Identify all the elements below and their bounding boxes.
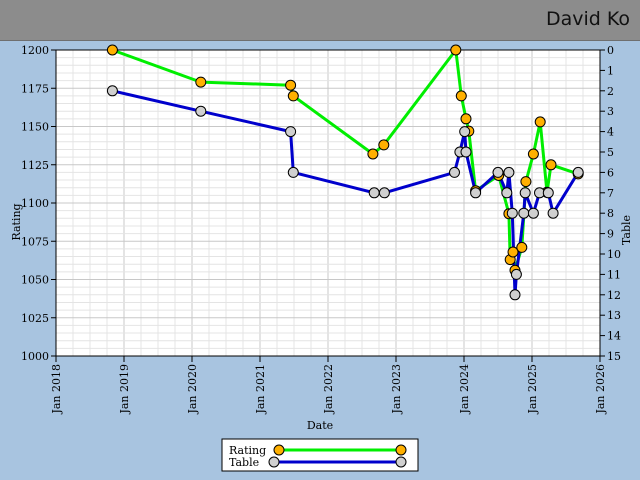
y2-tick-label: 2 — [607, 85, 614, 98]
header-bar: David Ko — [0, 0, 640, 41]
y-tick-label: 1175 — [21, 82, 49, 95]
x-tick-label: Jan 2021 — [254, 364, 267, 415]
data-point-table — [518, 207, 530, 219]
y2-tick-label: 1 — [607, 64, 614, 77]
legend-label-table: Table — [229, 456, 259, 469]
data-point-table — [287, 166, 299, 178]
data-point-table — [510, 268, 522, 280]
x-tick-label: Jan 2026 — [594, 364, 607, 415]
y-tick-label: 1050 — [21, 274, 49, 287]
x-tick-label: Jan 2025 — [526, 364, 539, 415]
y2-tick-label: 15 — [607, 350, 621, 363]
data-point-table — [506, 207, 518, 219]
data-point-table — [368, 187, 380, 199]
data-point-rating — [367, 148, 379, 160]
data-point-table — [285, 126, 297, 138]
data-point-rating — [527, 148, 539, 160]
data-point-rating — [450, 44, 462, 56]
data-point-table — [195, 105, 207, 117]
y-tick-label: 1200 — [21, 44, 49, 57]
y-tick-label: 1000 — [21, 350, 49, 363]
y2-tick-label: 8 — [607, 207, 614, 220]
y2-axis-label: Table — [620, 215, 633, 245]
legend-marker-rating — [395, 444, 407, 456]
y2-tick-label: 9 — [607, 228, 614, 241]
data-point-rating — [520, 176, 532, 188]
player-name: David Ko — [545, 8, 630, 30]
data-point-table — [527, 207, 539, 219]
data-point-table — [572, 166, 584, 178]
data-point-table — [547, 207, 559, 219]
data-point-table — [106, 85, 118, 97]
x-tick-label: Jan 2018 — [50, 364, 63, 415]
legend-marker-rating — [273, 444, 285, 456]
y2-tick-label: 0 — [607, 44, 614, 57]
legend-box — [221, 438, 419, 472]
y2-tick-label: 3 — [607, 105, 614, 118]
data-point-table — [460, 146, 472, 158]
data-point-rating — [507, 246, 519, 258]
data-point-table — [542, 187, 554, 199]
legend-marker-table — [268, 456, 280, 468]
data-point-table — [470, 187, 482, 199]
data-point-rating — [378, 139, 390, 151]
x-tick-label: Jan 2024 — [458, 364, 471, 415]
y2-tick-label: 11 — [607, 268, 621, 281]
data-point-rating — [285, 79, 297, 91]
data-point-table — [449, 166, 460, 178]
y2-tick-label: 5 — [607, 146, 614, 159]
data-point-table — [519, 187, 531, 199]
y2-tick-label: 13 — [607, 309, 621, 322]
y2-tick-label: 10 — [607, 248, 621, 261]
legend-marker-table — [395, 456, 407, 468]
data-point-rating — [195, 76, 207, 88]
y2-tick-label: 4 — [607, 126, 614, 139]
data-point-rating — [287, 90, 299, 102]
data-point-rating — [455, 90, 467, 102]
x-tick-label: Jan 2020 — [186, 364, 199, 415]
data-point-table — [503, 166, 515, 178]
data-point-rating — [106, 44, 118, 56]
data-point-table — [492, 166, 504, 178]
x-axis-label: Date — [307, 419, 333, 432]
data-point-rating — [545, 159, 557, 171]
data-point-rating — [534, 116, 546, 128]
data-point-table — [509, 289, 521, 301]
data-point-table — [501, 187, 513, 199]
y-tick-label: 1025 — [21, 312, 49, 325]
y2-tick-label: 6 — [607, 166, 614, 179]
x-tick-label: Jan 2022 — [322, 364, 335, 415]
y2-tick-label: 12 — [607, 289, 621, 302]
y-tick-label: 1075 — [21, 235, 49, 248]
y2-tick-label: 7 — [607, 187, 614, 200]
y-axis-label: Rating — [10, 203, 23, 240]
y2-tick-label: 14 — [607, 330, 621, 343]
y-tick-label: 1100 — [21, 197, 49, 210]
y-tick-label: 1125 — [21, 159, 49, 172]
data-point-rating — [516, 241, 528, 253]
y-tick-label: 1150 — [21, 121, 49, 134]
data-point-table — [459, 126, 471, 138]
data-point-rating — [460, 113, 472, 125]
legend-label-rating: Rating — [229, 444, 266, 457]
legend: Rating Table — [221, 438, 419, 472]
data-point-table — [378, 187, 390, 199]
x-tick-label: Jan 2023 — [390, 364, 403, 415]
x-tick-label: Jan 2019 — [118, 364, 131, 415]
